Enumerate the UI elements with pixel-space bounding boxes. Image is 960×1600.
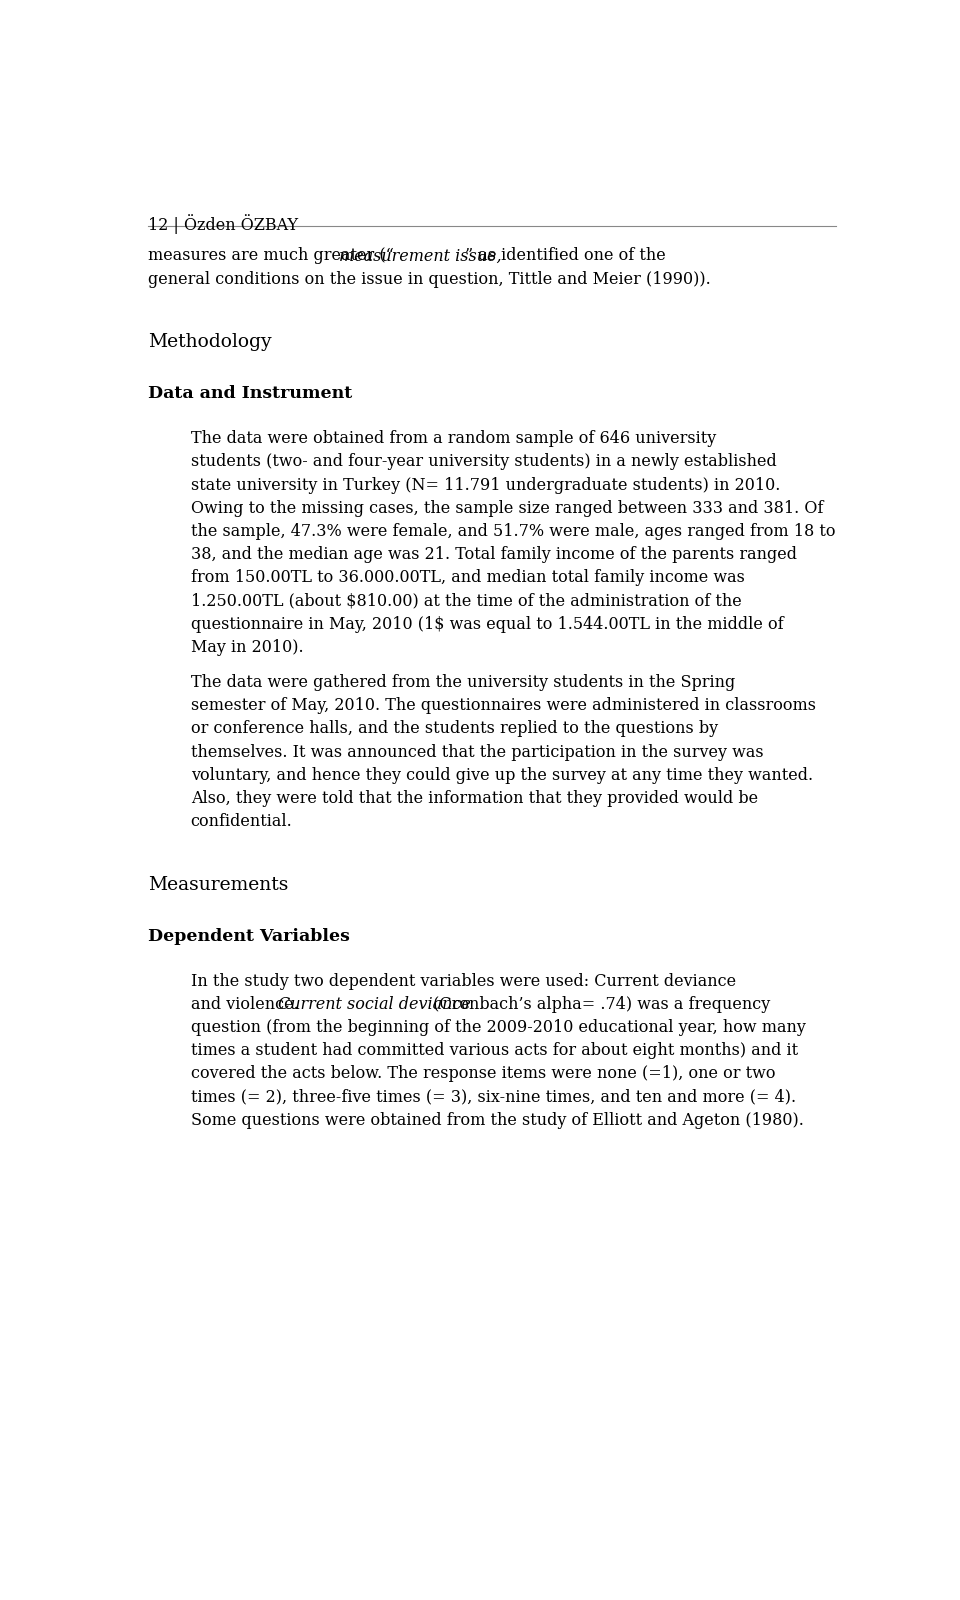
Text: voluntary, and hence they could give up the survey at any time they wanted.: voluntary, and hence they could give up … (191, 766, 813, 784)
Text: themselves. It was announced that the participation in the survey was: themselves. It was announced that the pa… (191, 744, 763, 760)
Text: ” as identified one of the: ” as identified one of the (465, 248, 665, 264)
Text: The data were gathered from the university students in the Spring: The data were gathered from the universi… (191, 674, 735, 691)
Text: confidential.: confidential. (191, 813, 293, 830)
Text: 12 | Özden ÖZBAY: 12 | Özden ÖZBAY (148, 214, 299, 234)
Text: Dependent Variables: Dependent Variables (148, 928, 350, 946)
Text: students (two- and four-year university students) in a newly established: students (two- and four-year university … (191, 453, 777, 470)
Text: (Cronbach’s alpha= .74) was a frequency: (Cronbach’s alpha= .74) was a frequency (427, 995, 770, 1013)
Text: covered the acts below. The response items were none (=1), one or two: covered the acts below. The response ite… (191, 1066, 775, 1082)
Text: May in 2010).: May in 2010). (191, 638, 303, 656)
Text: measurement issue,: measurement issue, (339, 248, 501, 264)
Text: measures are much greater (“: measures are much greater (“ (148, 248, 395, 264)
Text: general conditions on the issue in question, Tittle and Meier (1990)).: general conditions on the issue in quest… (148, 270, 711, 288)
Text: times (= 2), three-five times (= 3), six-nine times, and ten and more (= 4).: times (= 2), three-five times (= 3), six… (191, 1088, 796, 1106)
Text: Methodology: Methodology (148, 333, 272, 350)
Text: Also, they were told that the information that they provided would be: Also, they were told that the informatio… (191, 790, 757, 806)
Text: state university in Turkey (N= 11.791 undergraduate students) in 2010.: state university in Turkey (N= 11.791 un… (191, 477, 780, 493)
Text: times a student had committed various acts for about eight months) and it: times a student had committed various ac… (191, 1042, 798, 1059)
Text: Measurements: Measurements (148, 875, 289, 894)
Text: Owing to the missing cases, the sample size ranged between 333 and 381. Of: Owing to the missing cases, the sample s… (191, 499, 823, 517)
Text: Current social deviance: Current social deviance (278, 995, 471, 1013)
Text: 38, and the median age was 21. Total family income of the parents ranged: 38, and the median age was 21. Total fam… (191, 546, 797, 563)
Text: 1.250.00TL (about $810.00) at the time of the administration of the: 1.250.00TL (about $810.00) at the time o… (191, 592, 741, 610)
Text: the sample, 47.3% were female, and 51.7% were male, ages ranged from 18 to: the sample, 47.3% were female, and 51.7%… (191, 523, 835, 539)
Text: question (from the beginning of the 2009-2010 educational year, how many: question (from the beginning of the 2009… (191, 1019, 805, 1037)
Text: questionnaire in May, 2010 (1$ was equal to 1.544.00TL in the middle of: questionnaire in May, 2010 (1$ was equal… (191, 616, 783, 632)
Text: Data and Instrument: Data and Instrument (148, 386, 352, 403)
Text: The data were obtained from a random sample of 646 university: The data were obtained from a random sam… (191, 430, 716, 448)
Text: In the study two dependent variables were used: Current deviance: In the study two dependent variables wer… (191, 973, 735, 990)
Text: from 150.00TL to 36.000.00TL, and median total family income was: from 150.00TL to 36.000.00TL, and median… (191, 570, 745, 586)
Text: semester of May, 2010. The questionnaires were administered in classrooms: semester of May, 2010. The questionnaire… (191, 698, 816, 714)
Text: and violence.: and violence. (191, 995, 303, 1013)
Text: Some questions were obtained from the study of Elliott and Ageton (1980).: Some questions were obtained from the st… (191, 1112, 804, 1128)
Text: or conference halls, and the students replied to the questions by: or conference halls, and the students re… (191, 720, 718, 738)
